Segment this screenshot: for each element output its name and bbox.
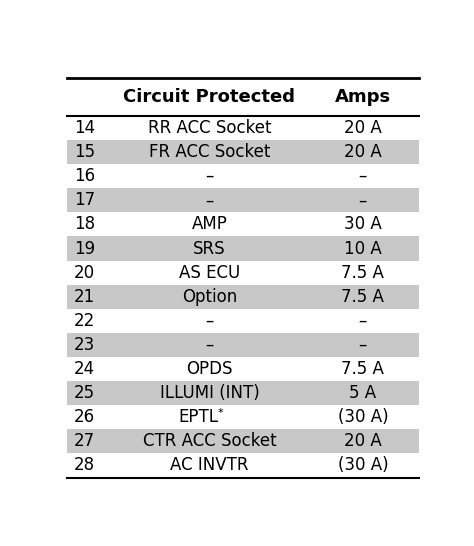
Text: OPDS: OPDS	[186, 360, 233, 378]
Bar	[66, 188, 419, 212]
Text: 7.5 A: 7.5 A	[341, 360, 384, 378]
Text: –: –	[359, 191, 367, 209]
Text: 7.5 A: 7.5 A	[341, 288, 384, 306]
Text: 24: 24	[73, 360, 95, 378]
Text: Option: Option	[182, 288, 237, 306]
Bar	[66, 284, 419, 309]
Text: AMP: AMP	[191, 216, 228, 234]
Text: 22: 22	[73, 312, 95, 330]
Bar	[66, 381, 419, 405]
Text: 25: 25	[73, 384, 95, 402]
Text: 20 A: 20 A	[344, 143, 382, 161]
Text: –: –	[205, 312, 214, 330]
Bar	[66, 333, 419, 357]
Text: –: –	[205, 336, 214, 354]
Text: 14: 14	[73, 119, 95, 137]
Text: AC INVTR: AC INVTR	[170, 456, 249, 474]
Text: –: –	[359, 312, 367, 330]
Bar	[66, 140, 419, 164]
Text: 7.5 A: 7.5 A	[341, 264, 384, 282]
Text: –: –	[205, 191, 214, 209]
Text: Circuit Protected: Circuit Protected	[123, 88, 295, 106]
Text: 27: 27	[73, 432, 95, 450]
Text: 10 A: 10 A	[344, 240, 382, 258]
Text: 17: 17	[73, 191, 95, 209]
Text: 15: 15	[73, 143, 95, 161]
Text: (30 A): (30 A)	[337, 408, 388, 426]
Text: Amps: Amps	[335, 88, 391, 106]
Text: 16: 16	[73, 167, 95, 185]
Text: RR ACC Socket: RR ACC Socket	[148, 119, 271, 137]
Text: FR ACC Socket: FR ACC Socket	[149, 143, 270, 161]
Text: 28: 28	[73, 456, 95, 474]
Bar	[66, 236, 419, 260]
Text: –: –	[205, 167, 214, 185]
Text: 30 A: 30 A	[344, 216, 382, 234]
Text: –: –	[359, 167, 367, 185]
Text: 5 A: 5 A	[349, 384, 376, 402]
Text: EPTL: EPTL	[178, 408, 219, 426]
Bar	[66, 429, 419, 453]
Text: –: –	[359, 336, 367, 354]
Text: *: *	[218, 408, 223, 418]
Text: CTR ACC Socket: CTR ACC Socket	[143, 432, 276, 450]
Text: 20: 20	[73, 264, 95, 282]
Text: AS ECU: AS ECU	[179, 264, 240, 282]
Text: (30 A): (30 A)	[337, 456, 388, 474]
Text: 26: 26	[73, 408, 95, 426]
Text: 18: 18	[73, 216, 95, 234]
Text: 23: 23	[73, 336, 95, 354]
Text: 19: 19	[73, 240, 95, 258]
Text: 21: 21	[73, 288, 95, 306]
Text: ILLUMI (INT): ILLUMI (INT)	[160, 384, 259, 402]
Text: 20 A: 20 A	[344, 432, 382, 450]
Text: SRS: SRS	[193, 240, 226, 258]
Text: 20 A: 20 A	[344, 119, 382, 137]
